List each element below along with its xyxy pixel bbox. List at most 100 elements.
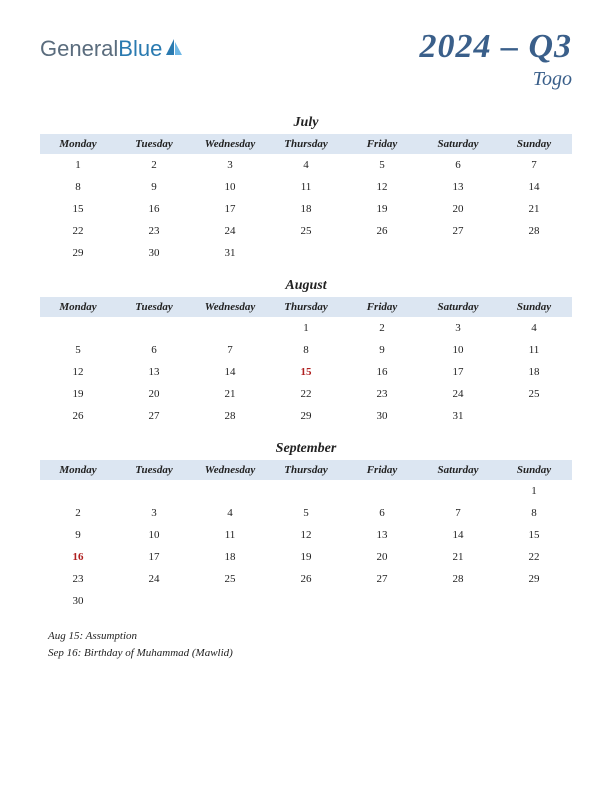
- day-cell: 14: [420, 524, 496, 546]
- day-header: Friday: [344, 134, 420, 154]
- day-cell: 2: [40, 502, 116, 524]
- logo-text-general: General: [40, 36, 118, 61]
- day-cell: 12: [268, 524, 344, 546]
- day-cell: 8: [268, 339, 344, 361]
- day-cell: 17: [420, 361, 496, 383]
- day-cell: [496, 590, 572, 612]
- calendar-month: August MondayTuesdayWednesdayThursdayFrid…: [40, 278, 572, 427]
- day-cell: 23: [344, 383, 420, 405]
- day-header: Monday: [40, 297, 116, 317]
- day-cell: 22: [496, 546, 572, 568]
- day-cell: 24: [116, 568, 192, 590]
- day-cell: 4: [192, 502, 268, 524]
- day-cell: 11: [496, 339, 572, 361]
- day-cell: 22: [40, 220, 116, 242]
- holiday-notes: Aug 15: AssumptionSep 16: Birthday of Mu…: [48, 628, 572, 661]
- day-cell: 20: [420, 198, 496, 220]
- day-cell: 9: [344, 339, 420, 361]
- day-cell: [116, 590, 192, 612]
- day-cell: 2: [116, 154, 192, 176]
- day-cell: 20: [116, 383, 192, 405]
- day-cell: 29: [268, 405, 344, 427]
- logo-text-blue: Blue: [118, 36, 162, 61]
- day-header: Tuesday: [116, 134, 192, 154]
- month-name: September: [40, 441, 572, 457]
- day-cell: 16: [344, 361, 420, 383]
- day-cell: 31: [420, 405, 496, 427]
- month-name: August: [40, 278, 572, 294]
- day-cell: 14: [496, 176, 572, 198]
- day-cell: 14: [192, 361, 268, 383]
- day-cell: 8: [496, 502, 572, 524]
- day-cell: 23: [40, 568, 116, 590]
- day-cell: 25: [192, 568, 268, 590]
- day-cell: 30: [344, 405, 420, 427]
- day-cell: 2: [344, 317, 420, 339]
- day-cell: [116, 480, 192, 502]
- day-header: Tuesday: [116, 460, 192, 480]
- day-cell: 25: [268, 220, 344, 242]
- day-cell: 31: [192, 242, 268, 264]
- day-cell: 8: [40, 176, 116, 198]
- holiday-note-line: Aug 15: Assumption: [48, 628, 572, 645]
- day-header: Wednesday: [192, 460, 268, 480]
- day-cell: 21: [192, 383, 268, 405]
- day-cell: 9: [40, 524, 116, 546]
- day-cell: 3: [192, 154, 268, 176]
- day-header: Sunday: [496, 297, 572, 317]
- day-cell: 1: [268, 317, 344, 339]
- day-cell: 28: [420, 568, 496, 590]
- day-cell: 16: [116, 198, 192, 220]
- day-cell: 4: [496, 317, 572, 339]
- day-cell: 19: [344, 198, 420, 220]
- day-cell: 1: [496, 480, 572, 502]
- day-header: Wednesday: [192, 134, 268, 154]
- day-cell: [496, 242, 572, 264]
- calendar-month: SeptemberMondayTuesdayWednesdayThursdayF…: [40, 441, 572, 612]
- day-cell: 16: [40, 546, 116, 568]
- day-header: Tuesday: [116, 297, 192, 317]
- day-cell: 18: [192, 546, 268, 568]
- day-header: Thursday: [268, 460, 344, 480]
- day-cell: [344, 590, 420, 612]
- day-cell: 26: [344, 220, 420, 242]
- day-cell: 12: [40, 361, 116, 383]
- day-cell: 7: [420, 502, 496, 524]
- day-cell: [344, 480, 420, 502]
- day-cell: 13: [344, 524, 420, 546]
- day-cell: 26: [268, 568, 344, 590]
- day-cell: 6: [420, 154, 496, 176]
- day-cell: 17: [192, 198, 268, 220]
- day-cell: [496, 405, 572, 427]
- calendar-table: MondayTuesdayWednesdayThursdayFridaySatu…: [40, 297, 572, 427]
- day-cell: 6: [344, 502, 420, 524]
- day-header: Wednesday: [192, 297, 268, 317]
- day-cell: [40, 480, 116, 502]
- day-header: Monday: [40, 134, 116, 154]
- day-cell: 18: [496, 361, 572, 383]
- day-cell: 30: [40, 590, 116, 612]
- day-cell: 9: [116, 176, 192, 198]
- day-cell: 19: [40, 383, 116, 405]
- day-cell: [192, 480, 268, 502]
- day-cell: 27: [344, 568, 420, 590]
- day-cell: 27: [420, 220, 496, 242]
- calendar-month: JulyMondayTuesdayWednesdayThursdayFriday…: [40, 115, 572, 264]
- day-cell: 27: [116, 405, 192, 427]
- day-header: Sunday: [496, 134, 572, 154]
- day-cell: [192, 317, 268, 339]
- day-cell: [116, 317, 192, 339]
- day-cell: 7: [496, 154, 572, 176]
- calendar-table: MondayTuesdayWednesdayThursdayFridaySatu…: [40, 134, 572, 264]
- day-cell: 13: [420, 176, 496, 198]
- day-cell: 4: [268, 154, 344, 176]
- day-cell: [192, 590, 268, 612]
- day-header: Saturday: [420, 134, 496, 154]
- day-cell: 11: [192, 524, 268, 546]
- day-cell: [420, 480, 496, 502]
- day-cell: 10: [116, 524, 192, 546]
- day-cell: 5: [268, 502, 344, 524]
- day-cell: 13: [116, 361, 192, 383]
- day-cell: 1: [40, 154, 116, 176]
- day-cell: 3: [116, 502, 192, 524]
